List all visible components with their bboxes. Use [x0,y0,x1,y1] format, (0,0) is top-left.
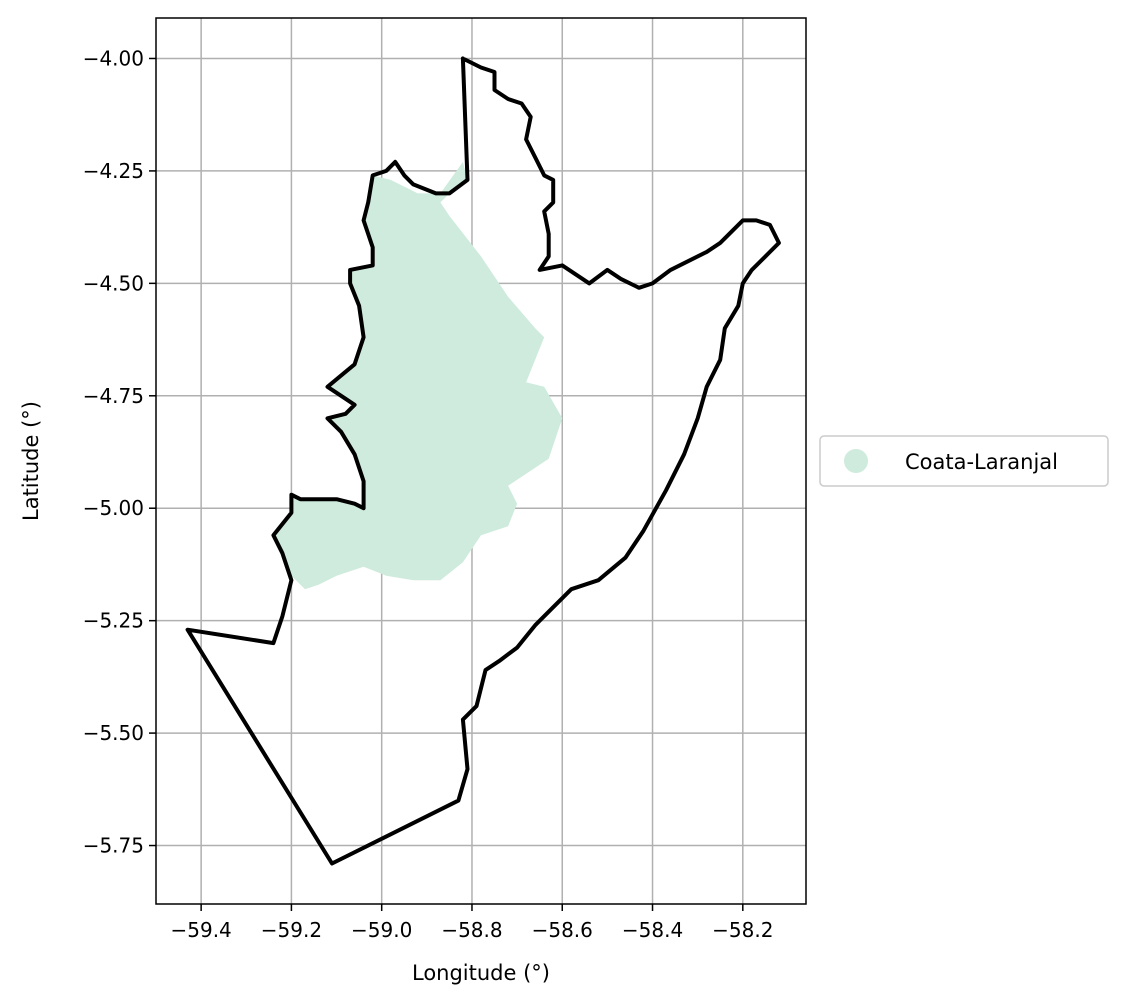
x-tick-label: −58.6 [532,918,593,942]
grid-lines [156,18,806,904]
y-tick-label: −4.50 [83,271,144,295]
x-axis-label: Longitude (°) [412,961,550,985]
y-tick-label: −5.00 [83,496,144,520]
x-tick-label: −59.4 [170,918,231,942]
y-axis-ticks: −4.00 −4.25 −4.50 −4.75 −5.00 −5.25 −5.50 −5.75 [83,46,156,858]
y-tick-label: −4.00 [83,46,144,70]
coata-laranjal-area [273,161,563,590]
legend-box [819,435,1109,487]
y-tick-label: −5.25 [83,609,144,633]
plot-frame [155,17,807,905]
y-axis-label: Latitude (°) [19,401,43,521]
y-tick-label: −4.25 [83,159,144,183]
x-tick-label: −59.2 [261,918,322,942]
y-tick-label: −4.75 [83,384,144,408]
legend: Coata-Laranjal [819,435,1109,487]
municipality-boundary [185,56,781,866]
legend-marker-icon [844,449,868,473]
x-tick-label: −59.0 [351,918,412,942]
y-tick-label: −5.75 [83,834,144,858]
x-axis-ticks: −59.4 −59.2 −59.0 −58.8 −58.6 −58.4 −58.2 [170,904,773,942]
x-tick-label: −58.8 [441,918,502,942]
x-tick-label: −58.2 [712,918,773,942]
legend-entry-label: Coata-Laranjal [905,450,1058,474]
y-tick-label: −5.50 [83,721,144,745]
x-tick-label: −58.4 [622,918,683,942]
